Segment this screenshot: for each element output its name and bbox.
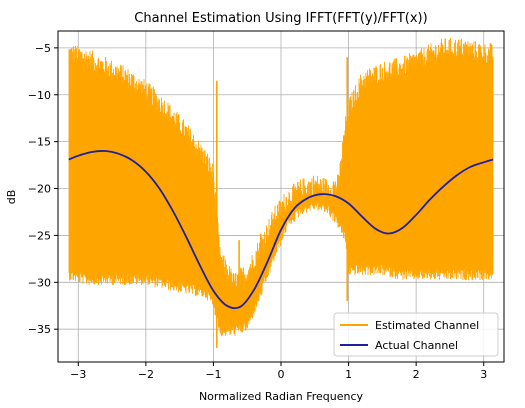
series-actual-channel	[68, 150, 494, 310]
y-tick-label: −20	[28, 183, 51, 196]
y-axis-label: dB	[5, 190, 18, 205]
y-axis: −35 −30 −25 −20 −15 −10 −5	[28, 42, 58, 336]
y-tick-label: −15	[28, 136, 51, 149]
x-tick-label: 0	[278, 368, 285, 381]
x-tick-label: −1	[205, 368, 221, 381]
plot-area	[68, 38, 494, 348]
x-tick-label: 2	[413, 368, 420, 381]
legend-label-actual: Actual Channel	[375, 339, 458, 352]
legend-label-estimated: Estimated Channel	[375, 319, 479, 332]
y-tick-label: −35	[28, 323, 51, 336]
x-axis-label: Normalized Radian Frequency	[199, 390, 364, 403]
y-tick-label: −10	[28, 89, 51, 102]
legend-box	[333, 312, 499, 357]
y-tick-label: −30	[28, 276, 51, 289]
y-tick-label: −5	[35, 42, 51, 55]
x-tick-label: −2	[138, 368, 154, 381]
x-tick-label: −3	[70, 368, 86, 381]
legend: Estimated Channel Actual Channel	[333, 312, 499, 357]
x-tick-label: 1	[345, 368, 352, 381]
y-tick-label: −25	[28, 229, 51, 242]
chart-title: Channel Estimation Using IFFT(FFT(y)/FFT…	[134, 11, 427, 26]
series-group	[68, 38, 494, 348]
x-axis: −3 −2 −1 0 1 2 3	[70, 362, 487, 381]
x-tick-label: 3	[480, 368, 487, 381]
